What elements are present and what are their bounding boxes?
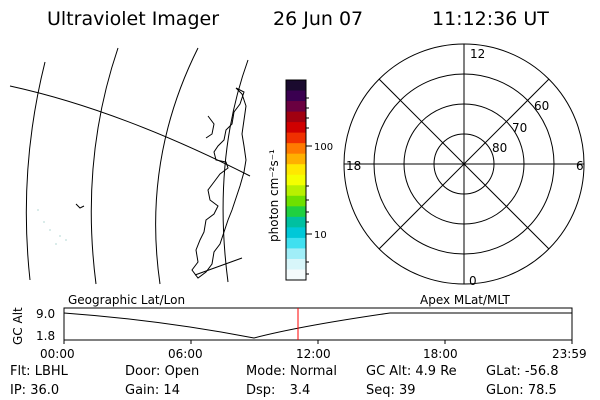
time-tick-label: 06:00 (168, 347, 203, 361)
mlt-label-top: 12 (470, 47, 485, 61)
mlat-label: 60 (534, 99, 549, 113)
status-seq: Seq: 39 (366, 383, 416, 398)
status-mode: Mode: Normal (246, 364, 337, 379)
latitude-line (9, 85, 251, 177)
color-bar-segment (286, 216, 306, 228)
status-dsp: Dsp: 3.4 (246, 383, 311, 398)
time-tick-label: 23:59 (552, 347, 587, 361)
mlt-label-left: 18 (346, 159, 361, 173)
color-bar-segment (286, 237, 306, 249)
longitude-line (155, 47, 199, 285)
timeline-ticks (63, 340, 573, 344)
color-bar-segment (286, 185, 306, 197)
y-max-label: 9.0 (36, 307, 55, 321)
color-bar-segment (286, 258, 306, 270)
coastline-island (205, 115, 215, 139)
status-door: Door: Open (125, 364, 200, 379)
mlt-label-right: 6 (576, 159, 584, 173)
mlat-label: 80 (492, 141, 507, 155)
color-bar-unit-label: photon cm⁻²s⁻¹ (267, 149, 281, 242)
status-gc-alt: GC Alt: 4.9 Re (366, 364, 457, 379)
timeline-right-label: Apex MLat/MLT (420, 293, 510, 307)
color-bar-segment (286, 122, 306, 134)
timeline-left-label: Geographic Lat/Lon (68, 293, 185, 307)
color-bar-segment (286, 195, 306, 207)
mlt-label-bottom: 0 (469, 274, 477, 288)
color-bar-segment (286, 143, 306, 155)
timeline-plot: Geographic Lat/Lon Apex MLat/MLT 9.0 1.8… (11, 293, 587, 361)
y-min-label: 1.8 (36, 329, 55, 343)
color-bar-segment (286, 164, 306, 176)
status-flt: Flt: LBHL (10, 364, 68, 379)
mlat-label: 70 (512, 121, 527, 135)
altitude-curve (63, 312, 572, 339)
instrument-title: Ultraviolet Imager (47, 8, 220, 30)
time-tick-label: 18:00 (423, 347, 458, 361)
time-tick-label: 00:00 (40, 347, 75, 361)
color-bar-segment (286, 132, 306, 144)
geographic-map (9, 47, 251, 285)
color-bar-frame (285, 79, 307, 281)
status-glat: GLat: -56.8 (486, 364, 559, 379)
color-bar-segment (286, 227, 306, 239)
color-bar-segment (286, 153, 306, 165)
color-bar-segment (286, 269, 306, 281)
mlt-diagonal (378, 78, 550, 250)
color-bar-tick-label: 10 (314, 230, 327, 241)
y-axis-title: GC Alt (11, 307, 25, 345)
coastline (191, 87, 247, 279)
longitude-line (25, 61, 46, 281)
time-label: 11:12:36 UT (432, 8, 549, 30)
color-bar (286, 80, 306, 281)
color-bar-ticks (306, 97, 312, 275)
color-bar-segment (286, 111, 306, 123)
longitude-line (90, 47, 119, 285)
status-glon: GLon: 78.5 (486, 383, 557, 398)
coastline-island (75, 203, 85, 209)
faint-specks (37, 209, 67, 245)
status-ip: IP: 36.0 (10, 383, 60, 398)
color-bar-segment (286, 90, 306, 102)
time-tick-label: 12:00 (296, 347, 331, 361)
date-label: 26 Jun 07 (273, 8, 364, 30)
status-gain: Gain: 14 (125, 383, 180, 398)
color-bar-segment (286, 80, 306, 92)
color-bar-segment (286, 206, 306, 218)
color-bar-tick-label: 100 (314, 142, 333, 153)
latitude-line (194, 257, 243, 276)
polar-plot (343, 43, 585, 285)
color-bar-segment (286, 174, 306, 186)
color-bar-segment (286, 101, 306, 113)
longitude-line (222, 59, 249, 283)
color-bar-segment (286, 248, 306, 260)
